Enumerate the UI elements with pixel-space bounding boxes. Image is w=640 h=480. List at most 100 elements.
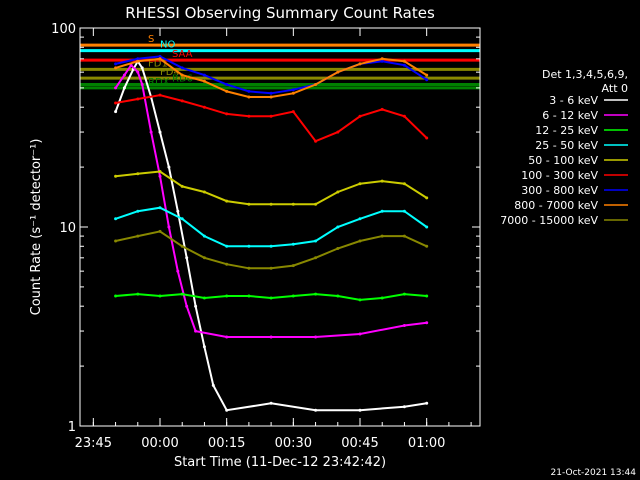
data-point [291, 242, 295, 246]
data-point [180, 244, 184, 248]
y-tick-label: 1 [68, 420, 76, 435]
data-point [269, 244, 273, 248]
y-tick-label: 10 [59, 221, 76, 236]
y-axis-label: Count Rate (s⁻¹ detector⁻¹) [29, 139, 44, 316]
legend-label: 6 - 12 keV [542, 109, 598, 122]
data-point [291, 264, 295, 268]
data-point [314, 139, 318, 143]
data-point [114, 62, 118, 66]
data-point [247, 266, 251, 270]
data-point [140, 66, 144, 70]
data-point [114, 101, 118, 105]
data-point [158, 294, 162, 298]
data-point [314, 292, 318, 296]
data-point [425, 78, 429, 82]
data-point [202, 190, 206, 194]
data-point [269, 401, 273, 405]
data-point [225, 199, 229, 203]
data-point [402, 182, 406, 186]
data-point [402, 292, 406, 296]
data-point [114, 174, 118, 178]
data-point [185, 256, 189, 260]
data-point [180, 217, 184, 221]
data-point [194, 304, 198, 308]
legend-label: 50 - 100 keV [528, 154, 598, 167]
data-point [402, 209, 406, 213]
data-point [158, 229, 162, 233]
data-point [425, 321, 429, 325]
data-point [158, 174, 162, 178]
data-point [122, 86, 126, 90]
data-point [269, 95, 273, 99]
data-point [114, 294, 118, 298]
data-point [158, 130, 162, 134]
flag-label: NO [160, 40, 175, 51]
data-point [336, 225, 340, 229]
legend-label: 300 - 800 keV [521, 184, 598, 197]
data-point [358, 298, 362, 302]
chart-title: RHESSI Observing Summary Count Rates [125, 4, 435, 22]
data-point [158, 206, 162, 210]
data-point [149, 130, 153, 134]
flag-label: FD1 [148, 58, 168, 69]
data-point [425, 225, 429, 229]
data-point [140, 83, 144, 86]
data-point [425, 136, 429, 140]
data-point [185, 304, 189, 308]
data-point [336, 247, 340, 250]
data-point [225, 83, 229, 86]
data-point [314, 256, 318, 260]
data-point [136, 70, 140, 74]
data-point [247, 202, 251, 206]
data-point [194, 329, 198, 333]
data-point [180, 184, 184, 188]
data-point [167, 225, 171, 229]
legend-label: 100 - 300 keV [521, 169, 598, 182]
data-point [314, 335, 318, 339]
data-point [247, 114, 251, 118]
data-point [402, 63, 406, 67]
data-point [136, 97, 140, 101]
data-point [225, 89, 229, 93]
data-point [314, 408, 318, 412]
data-point [269, 202, 273, 206]
data-point [358, 182, 362, 186]
data-point [225, 244, 229, 248]
x-tick-label: 00:45 [341, 436, 378, 451]
data-point [114, 217, 118, 221]
legend-label: 7000 - 15000 keV [500, 214, 598, 227]
data-point [114, 86, 118, 90]
data-point [180, 292, 184, 296]
data-point [114, 110, 118, 114]
data-point [158, 170, 162, 173]
x-tick-label: 23:45 [75, 436, 112, 451]
data-point [336, 70, 340, 74]
y-tick-label: 100 [51, 22, 76, 37]
data-point [225, 294, 229, 298]
flag-label: RD6 [172, 74, 193, 85]
data-point [291, 110, 295, 114]
data-point [247, 294, 251, 298]
data-point [425, 73, 429, 77]
flag-label: RDX [148, 77, 170, 88]
flag-label: S [148, 34, 154, 45]
data-point [269, 91, 273, 95]
data-point [225, 335, 229, 339]
data-point [425, 196, 429, 200]
data-point [291, 294, 295, 298]
data-point [247, 244, 251, 248]
series-line [115, 206, 428, 248]
data-point [202, 256, 206, 260]
flag-label: SAA [172, 49, 193, 60]
data-point [202, 345, 206, 349]
data-point [167, 165, 171, 169]
data-point [380, 296, 384, 300]
data-point [158, 57, 162, 61]
data-point [358, 239, 362, 243]
data-point [269, 335, 273, 339]
x-tick-label: 01:00 [408, 436, 445, 451]
data-point [114, 239, 118, 243]
series-layer [114, 54, 429, 412]
